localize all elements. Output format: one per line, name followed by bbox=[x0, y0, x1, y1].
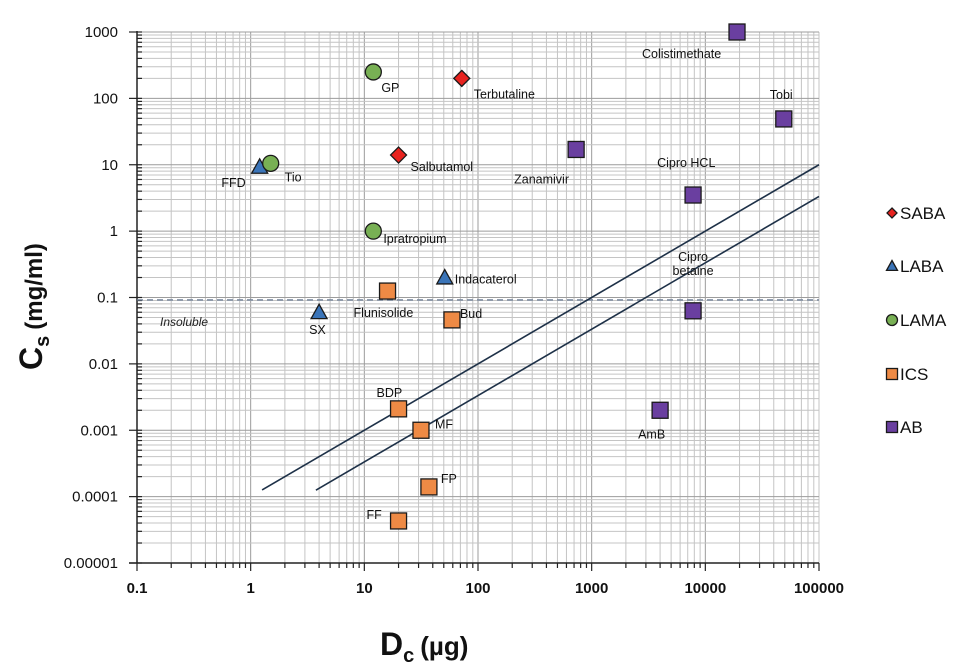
point-tio bbox=[262, 154, 280, 172]
point-label: Zanamivir bbox=[514, 172, 569, 186]
point-label-line: betaine bbox=[673, 264, 714, 278]
y-tick-label: 1 bbox=[110, 223, 118, 240]
point-label: MF bbox=[435, 417, 453, 431]
y-tick-label: 1000 bbox=[85, 24, 118, 41]
point-ipratropium bbox=[364, 222, 382, 240]
point-label: SX bbox=[309, 323, 326, 337]
point-label: Cipro HCL bbox=[657, 156, 715, 170]
y-axis-title-unit: (mg/ml) bbox=[21, 243, 48, 330]
x-axis-title-main: D bbox=[380, 626, 403, 662]
point-label: Terbutaline bbox=[474, 87, 535, 101]
point-label: Salbutamol bbox=[411, 160, 474, 174]
series-saba: Terbutaline Salbutamol bbox=[389, 69, 535, 174]
point-salbutamol bbox=[389, 146, 408, 164]
legend-marker-icon bbox=[885, 367, 899, 381]
insolubility-threshold: Insoluble bbox=[137, 299, 819, 329]
legend-item-ab: AB bbox=[885, 418, 923, 437]
point-label: AmB bbox=[638, 427, 665, 441]
legend-marker-icon bbox=[886, 207, 898, 219]
y-tick-label: 0.0001 bbox=[72, 489, 118, 506]
point-sx bbox=[309, 302, 329, 320]
y-axis-title: Cs (mg/ml) bbox=[13, 243, 54, 370]
y-axis-title-sub: s bbox=[32, 336, 54, 347]
series-ics: Flunisolide Bud BDP MF FP FF bbox=[354, 282, 482, 530]
series-lama: GP Tio Ipratropium bbox=[262, 63, 447, 246]
x-tick-label: 10 bbox=[356, 580, 373, 597]
x-tick-label: 1000 bbox=[575, 580, 608, 597]
point-bdp bbox=[389, 400, 408, 418]
point-label: Ipratropium bbox=[383, 232, 446, 246]
point-cipro-hcl bbox=[684, 186, 702, 204]
point-bud bbox=[443, 311, 461, 329]
legend-label: SABA bbox=[900, 204, 946, 223]
x-tick-label: 100 bbox=[465, 580, 490, 597]
axes bbox=[129, 31, 820, 571]
upper-diagonal-line bbox=[261, 164, 820, 491]
series-ab: Colistimethate Tobi Zanamivir Cipro HCL Cipr… bbox=[514, 23, 793, 441]
threshold-label: Insoluble bbox=[160, 315, 208, 329]
point-colistimethate bbox=[728, 23, 746, 41]
y-tick-label: 0.00001 bbox=[64, 555, 118, 572]
point-label: BDP bbox=[377, 386, 403, 400]
x-tick-label: 1 bbox=[246, 580, 254, 597]
lower-diagonal-line bbox=[315, 195, 820, 491]
point-label: Tio bbox=[285, 170, 302, 184]
x-axis-title-unit: (µg) bbox=[420, 631, 468, 661]
point-tobi bbox=[775, 110, 793, 128]
legend-marker-icon bbox=[885, 313, 899, 327]
grid bbox=[137, 31, 820, 563]
series-laba: FFD Indacaterol SX bbox=[221, 157, 517, 337]
point-zanamivir bbox=[567, 140, 585, 159]
point-label: Bud bbox=[460, 307, 482, 321]
legend-label: LAMA bbox=[900, 311, 947, 330]
point-mf bbox=[412, 421, 430, 439]
point-label: GP bbox=[381, 81, 399, 95]
y-tick-label: 10 bbox=[101, 157, 118, 174]
point-label: Flunisolide bbox=[354, 306, 414, 320]
point-label: FFD bbox=[221, 176, 245, 190]
legend-marker-icon bbox=[885, 259, 899, 272]
point-label: Indacaterol bbox=[455, 273, 517, 287]
x-axis-title: Dc (µg) bbox=[380, 626, 468, 667]
point-label: FP bbox=[441, 472, 457, 486]
point-ff bbox=[389, 512, 408, 530]
y-tick-label: 0.1 bbox=[97, 290, 118, 307]
y-axis-title-main: C bbox=[13, 347, 49, 370]
point-label: Tobi bbox=[770, 88, 793, 102]
point-flunisolide bbox=[378, 282, 397, 300]
point-label: Colistimethate bbox=[642, 47, 721, 61]
y-tick-label: 0.01 bbox=[89, 356, 118, 373]
x-tick-label: 0.1 bbox=[127, 580, 148, 597]
point-label-line: Cipro bbox=[678, 250, 708, 264]
legend-item-ics: ICS bbox=[885, 365, 928, 384]
point-fp bbox=[420, 478, 438, 496]
point-gp bbox=[364, 63, 382, 81]
legend-label: LABA bbox=[900, 257, 944, 276]
x-tick-label: 100000 bbox=[794, 580, 844, 597]
point-terbutaline bbox=[452, 69, 471, 88]
x-axis-title-sub: c bbox=[403, 645, 414, 667]
point-indacaterol bbox=[435, 268, 454, 285]
legend-item-laba: LABA bbox=[885, 257, 944, 276]
legend-item-saba: SABA bbox=[886, 204, 946, 223]
legend-item-lama: LAMA bbox=[885, 311, 947, 330]
point-label: FF bbox=[367, 508, 383, 522]
legend-marker-icon bbox=[885, 420, 899, 434]
legend: SABA LABA LAMA ICS AB bbox=[885, 204, 947, 437]
reference-lines bbox=[261, 164, 820, 491]
x-tick-label: 10000 bbox=[684, 580, 726, 597]
y-tick-label: 0.001 bbox=[80, 422, 118, 439]
y-tick-label: 100 bbox=[93, 90, 118, 107]
tick-labels: 0.1 1 10 100 1000 10000 100000 0.00001 0.0001 0.0… bbox=[64, 24, 844, 597]
point-amb bbox=[651, 401, 669, 419]
point-cipro-betaine bbox=[684, 302, 702, 320]
data-points: TerbutalineSalbutamolFFDIndacaterolSXGPT… bbox=[221, 23, 793, 530]
point-label: Cipro betaine bbox=[673, 250, 714, 278]
legend-label: ICS bbox=[900, 365, 928, 384]
legend-label: AB bbox=[900, 418, 923, 437]
